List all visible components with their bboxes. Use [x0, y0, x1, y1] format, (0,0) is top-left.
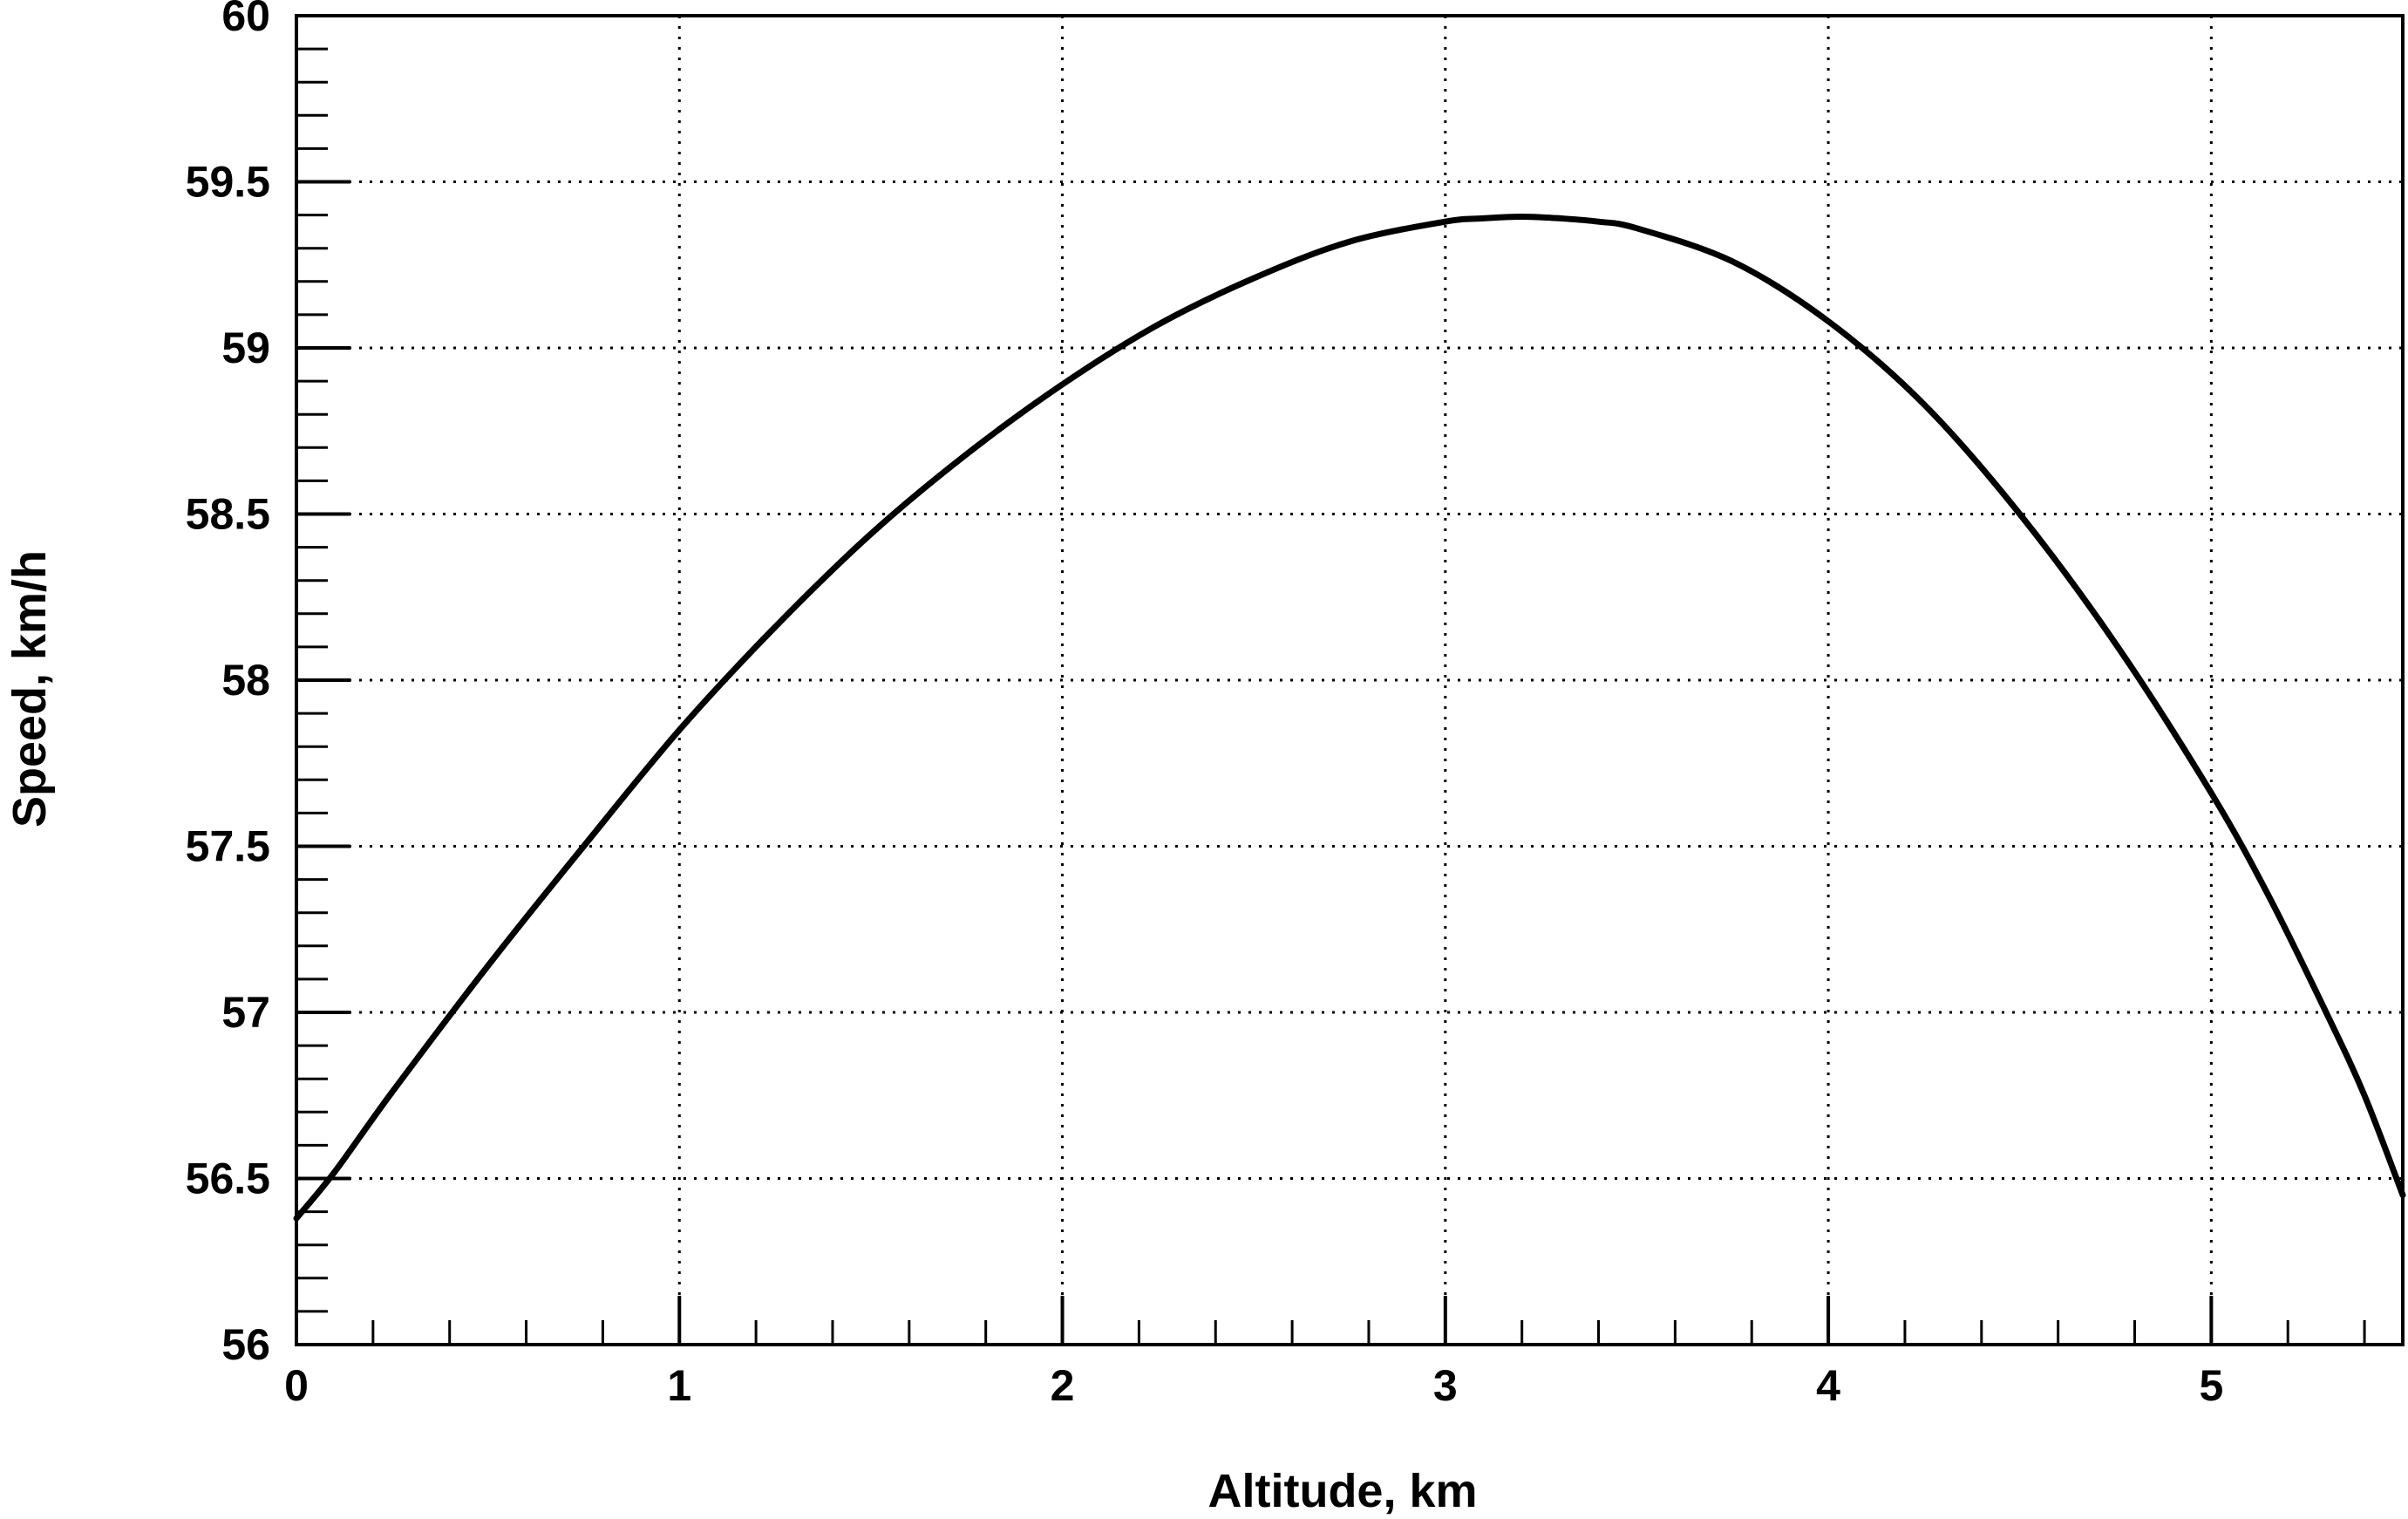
y-axis-title: Speed, km/h — [3, 550, 56, 828]
y-tick-label-8: 60 — [221, 0, 270, 40]
y-tick-label-3: 57.5 — [186, 822, 270, 871]
y-tick-label-4: 58 — [221, 656, 270, 705]
y-tick-label-6: 59 — [221, 324, 270, 372]
x-tick-label-1: 1 — [667, 1361, 691, 1410]
y-tick-labels: 56 56.5 57 57.5 58 58.5 59 59.5 60 — [186, 0, 270, 1369]
x-tick-label-2: 2 — [1051, 1361, 1075, 1410]
x-tick-labels: 0 1 2 3 4 5 — [284, 1361, 2223, 1410]
grid-lines — [296, 16, 2403, 1345]
y-tick-label-7: 59.5 — [186, 158, 270, 207]
y-tick-label-2: 57 — [221, 988, 270, 1037]
x-tick-label-5: 5 — [2199, 1361, 2223, 1410]
x-tick-label-0: 0 — [284, 1361, 309, 1410]
y-tick-label-0: 56 — [221, 1320, 270, 1369]
y-tick-label-5: 58.5 — [186, 490, 270, 539]
y-tick-label-1: 56.5 — [186, 1155, 270, 1203]
plot-frame — [295, 14, 2405, 1346]
x-tick-label-4: 4 — [1816, 1361, 1840, 1410]
series-line — [293, 214, 2406, 1222]
x-axis-title: Altitude, km — [1207, 1465, 1477, 1517]
x-tick-label-3: 3 — [1433, 1361, 1458, 1410]
major-ticks — [295, 14, 2214, 1346]
